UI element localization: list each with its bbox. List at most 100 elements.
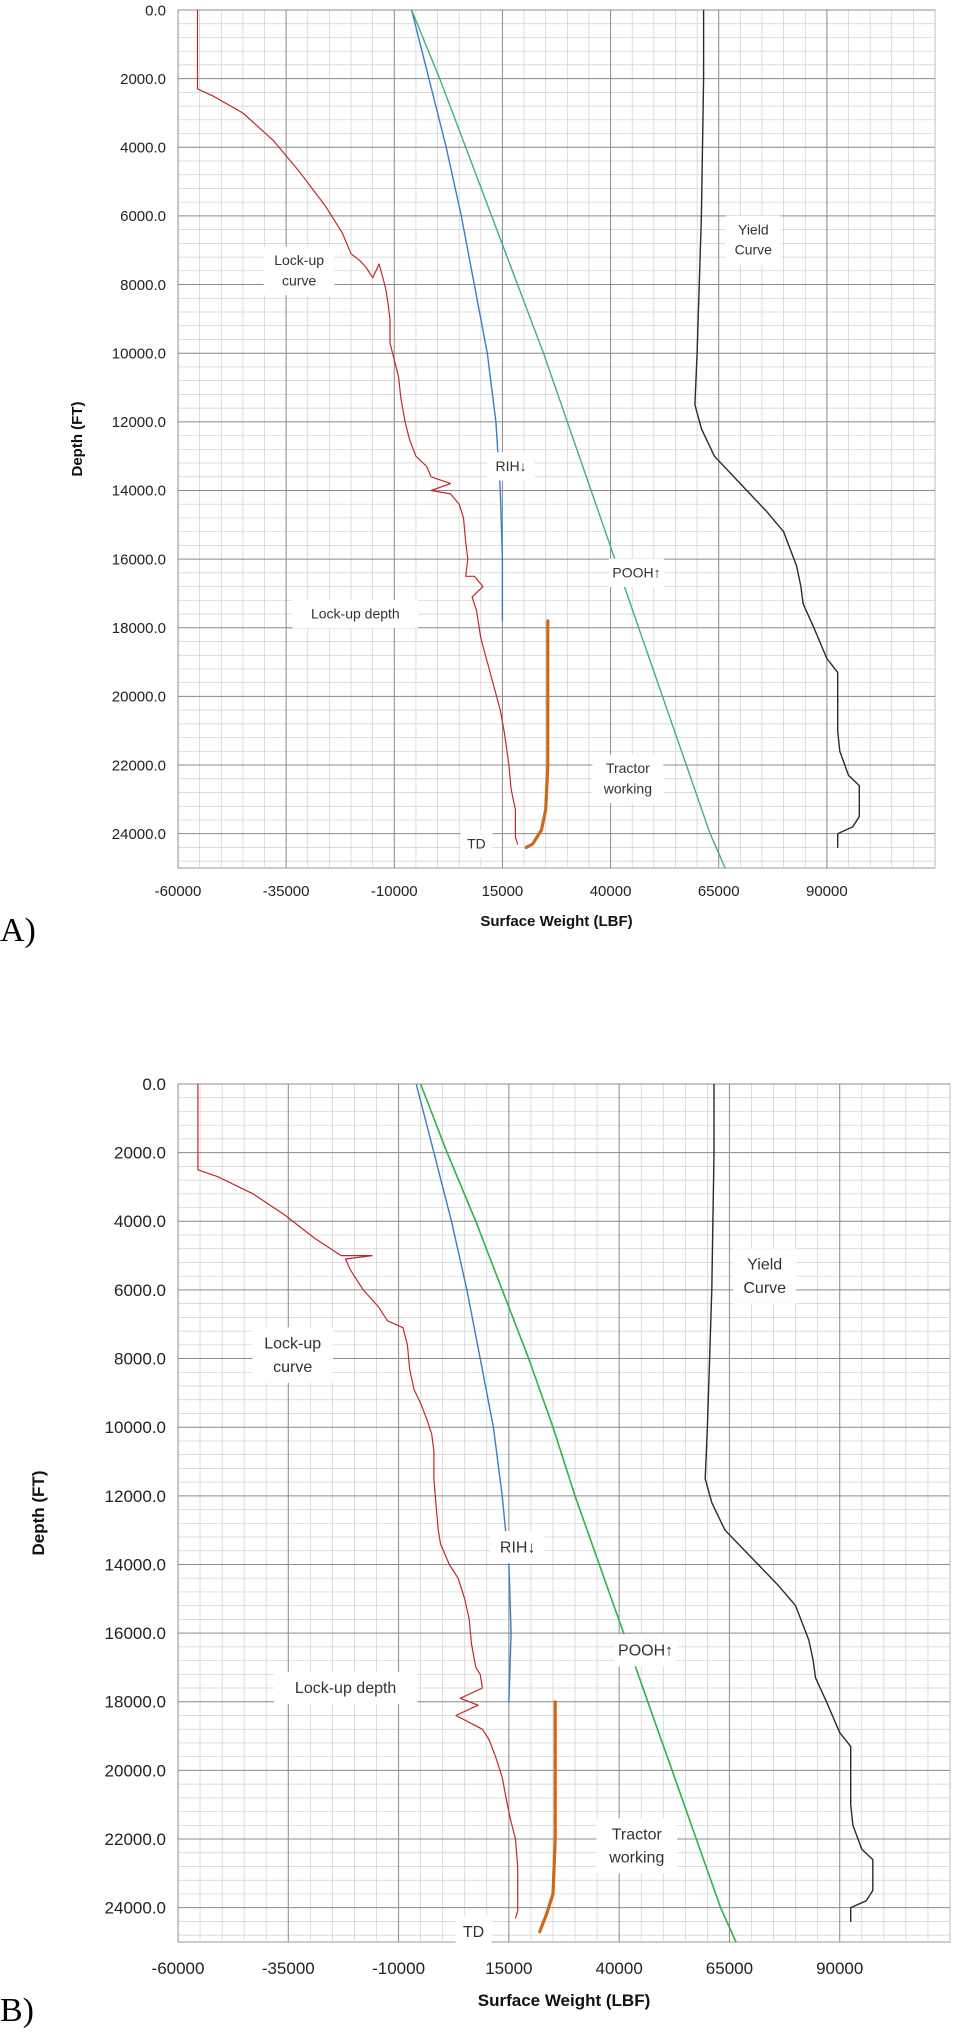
y-tick-label: 14000.0 [105,1555,166,1574]
y-tick-label: 2000.0 [120,71,166,88]
annotation: Tractor working [592,754,664,804]
annotation-text: Lock-up depth [295,1680,396,1697]
x-tick-label: 65000 [706,1959,753,1978]
annotation-text: TD [467,835,486,851]
y-tick-label: 16000.0 [112,551,166,568]
x-tick-label: 40000 [596,1959,643,1978]
y-tick-label: 6000.0 [120,208,166,225]
x-tick-label: 90000 [806,883,848,900]
y-tick-label: 20000.0 [112,689,166,706]
series-group [197,1084,874,1942]
x-tick-label: 40000 [590,883,632,900]
y-tick-label: 6000.0 [114,1281,166,1300]
chart-b: 0.0 2000.0 4000.0 6000.0 8000.0 10000.0 12000.… [29,1075,951,2010]
x-tick-label: 65000 [698,883,740,900]
annotation-text: curve [273,1359,312,1376]
y-axis-title: Depth (FT) [29,1471,48,1556]
annotation-bg [252,1327,334,1383]
annotation-text: Curve [735,242,773,258]
annotation-bg [725,215,781,265]
annotation-bg [455,1915,492,1948]
annotation: RIH↓ [487,452,535,481]
y-tick-label: 2000.0 [114,1144,166,1163]
chart-panel-b: 0.0 2000.0 4000.0 6000.0 8000.0 10000.0 12000.… [0,962,957,2044]
y-tick-label: 18000.0 [105,1693,166,1712]
x-tick-label: -10000 [372,1959,425,1978]
annotation-bg [592,754,664,804]
annotation-text: working [608,1850,664,1867]
series-line-rih [410,10,504,622]
plot-area [177,9,936,869]
y-tick-label: 8000.0 [114,1350,166,1369]
annotation-bg [292,599,419,629]
chart-panel-a: 0.0 2000.0 4000.0 6000.0 8000.0 10000.0 12000.… [0,0,957,960]
annotation-text: Lock-up [264,1336,321,1353]
y-tick-label: 24000.0 [112,826,166,843]
annotation-text: Curve [743,1280,786,1297]
x-tick-label: -60000 [155,883,202,900]
x-tick-label: 15000 [485,1959,532,1978]
annotation-text: POOH↑ [618,1642,673,1659]
annotation-text: POOH↑ [612,564,660,580]
annotation-text: Yield [738,221,769,237]
y-tick-label: 18000.0 [112,620,166,637]
series-line-lock-up-curve [197,1084,519,1919]
annotation-text: RIH↓ [496,458,527,474]
series-group [196,10,860,868]
y-tick-label: 14000.0 [112,483,166,500]
annotation-bg [273,1671,418,1705]
annotation: Tractor working [596,1818,678,1874]
annotation: Yield Curve [733,1248,797,1304]
annotation-text: RIH↓ [500,1539,536,1556]
major-grid [177,1083,950,1942]
panel-label-a: A) [0,912,36,949]
series-line-rih [415,1084,512,1703]
annotation-text: Lock-up [274,252,324,268]
y-tick-label: 0.0 [145,2,166,19]
x-tick-label: -35000 [262,1959,315,1978]
annotation: POOH↑ [608,558,665,587]
annotation-text: Tractor [606,760,650,776]
plot-area [177,1083,951,1943]
y-tick-label: 24000.0 [105,1899,166,1918]
y-tick-label: 20000.0 [105,1761,166,1780]
annotation: Lock-up curve [263,246,335,296]
x-tick-label: 90000 [816,1959,863,1978]
annotation-bg [460,829,493,859]
annotation-bg [596,1818,678,1874]
x-tick-label: -35000 [263,883,310,900]
x-axis-title: Surface Weight (LBF) [478,1991,651,2010]
annotation-text: Lock-up depth [311,605,400,621]
x-tick-label: -60000 [152,1959,205,1978]
y-tick-label: 22000.0 [112,757,166,774]
annotation-text: Yield [747,1257,782,1274]
y-tick-label: 0.0 [142,1075,166,1094]
x-tick-label: 15000 [482,883,524,900]
y-tick-label: 4000.0 [114,1212,166,1231]
chart-a: 0.0 2000.0 4000.0 6000.0 8000.0 10000.0 12000.… [69,2,936,930]
annotation: Lock-up depth [273,1671,418,1705]
annotation-bg [487,452,535,481]
y-axis-title: Depth (FT) [69,402,86,477]
series-line-yield-curve [704,1084,874,1923]
annotation: POOH↑ [614,1634,678,1667]
annotation: TD [455,1915,492,1948]
y-tick-label: 10000.0 [105,1418,166,1437]
series-line-yield-curve [694,10,860,849]
annotation-text: working [603,780,652,796]
annotation-bg [490,1531,545,1564]
annotation-bg [263,246,335,296]
y-tick-label: 22000.0 [105,1830,166,1849]
series-line-pooh [419,1084,737,1942]
annotation-text: Tractor [612,1826,663,1843]
series-line-lock-up-curve [196,10,519,845]
series-line-tractor-working [538,1700,557,1934]
annotation-bg [608,558,665,587]
annotation-bg [614,1634,678,1667]
panel-label-b: B) [0,1992,34,2029]
annotation-bg [733,1248,797,1304]
x-axis-title: Surface Weight (LBF) [480,913,632,930]
y-tick-label: 12000.0 [105,1487,166,1506]
x-tick-label: -10000 [371,883,418,900]
y-tick-label: 4000.0 [120,140,166,157]
